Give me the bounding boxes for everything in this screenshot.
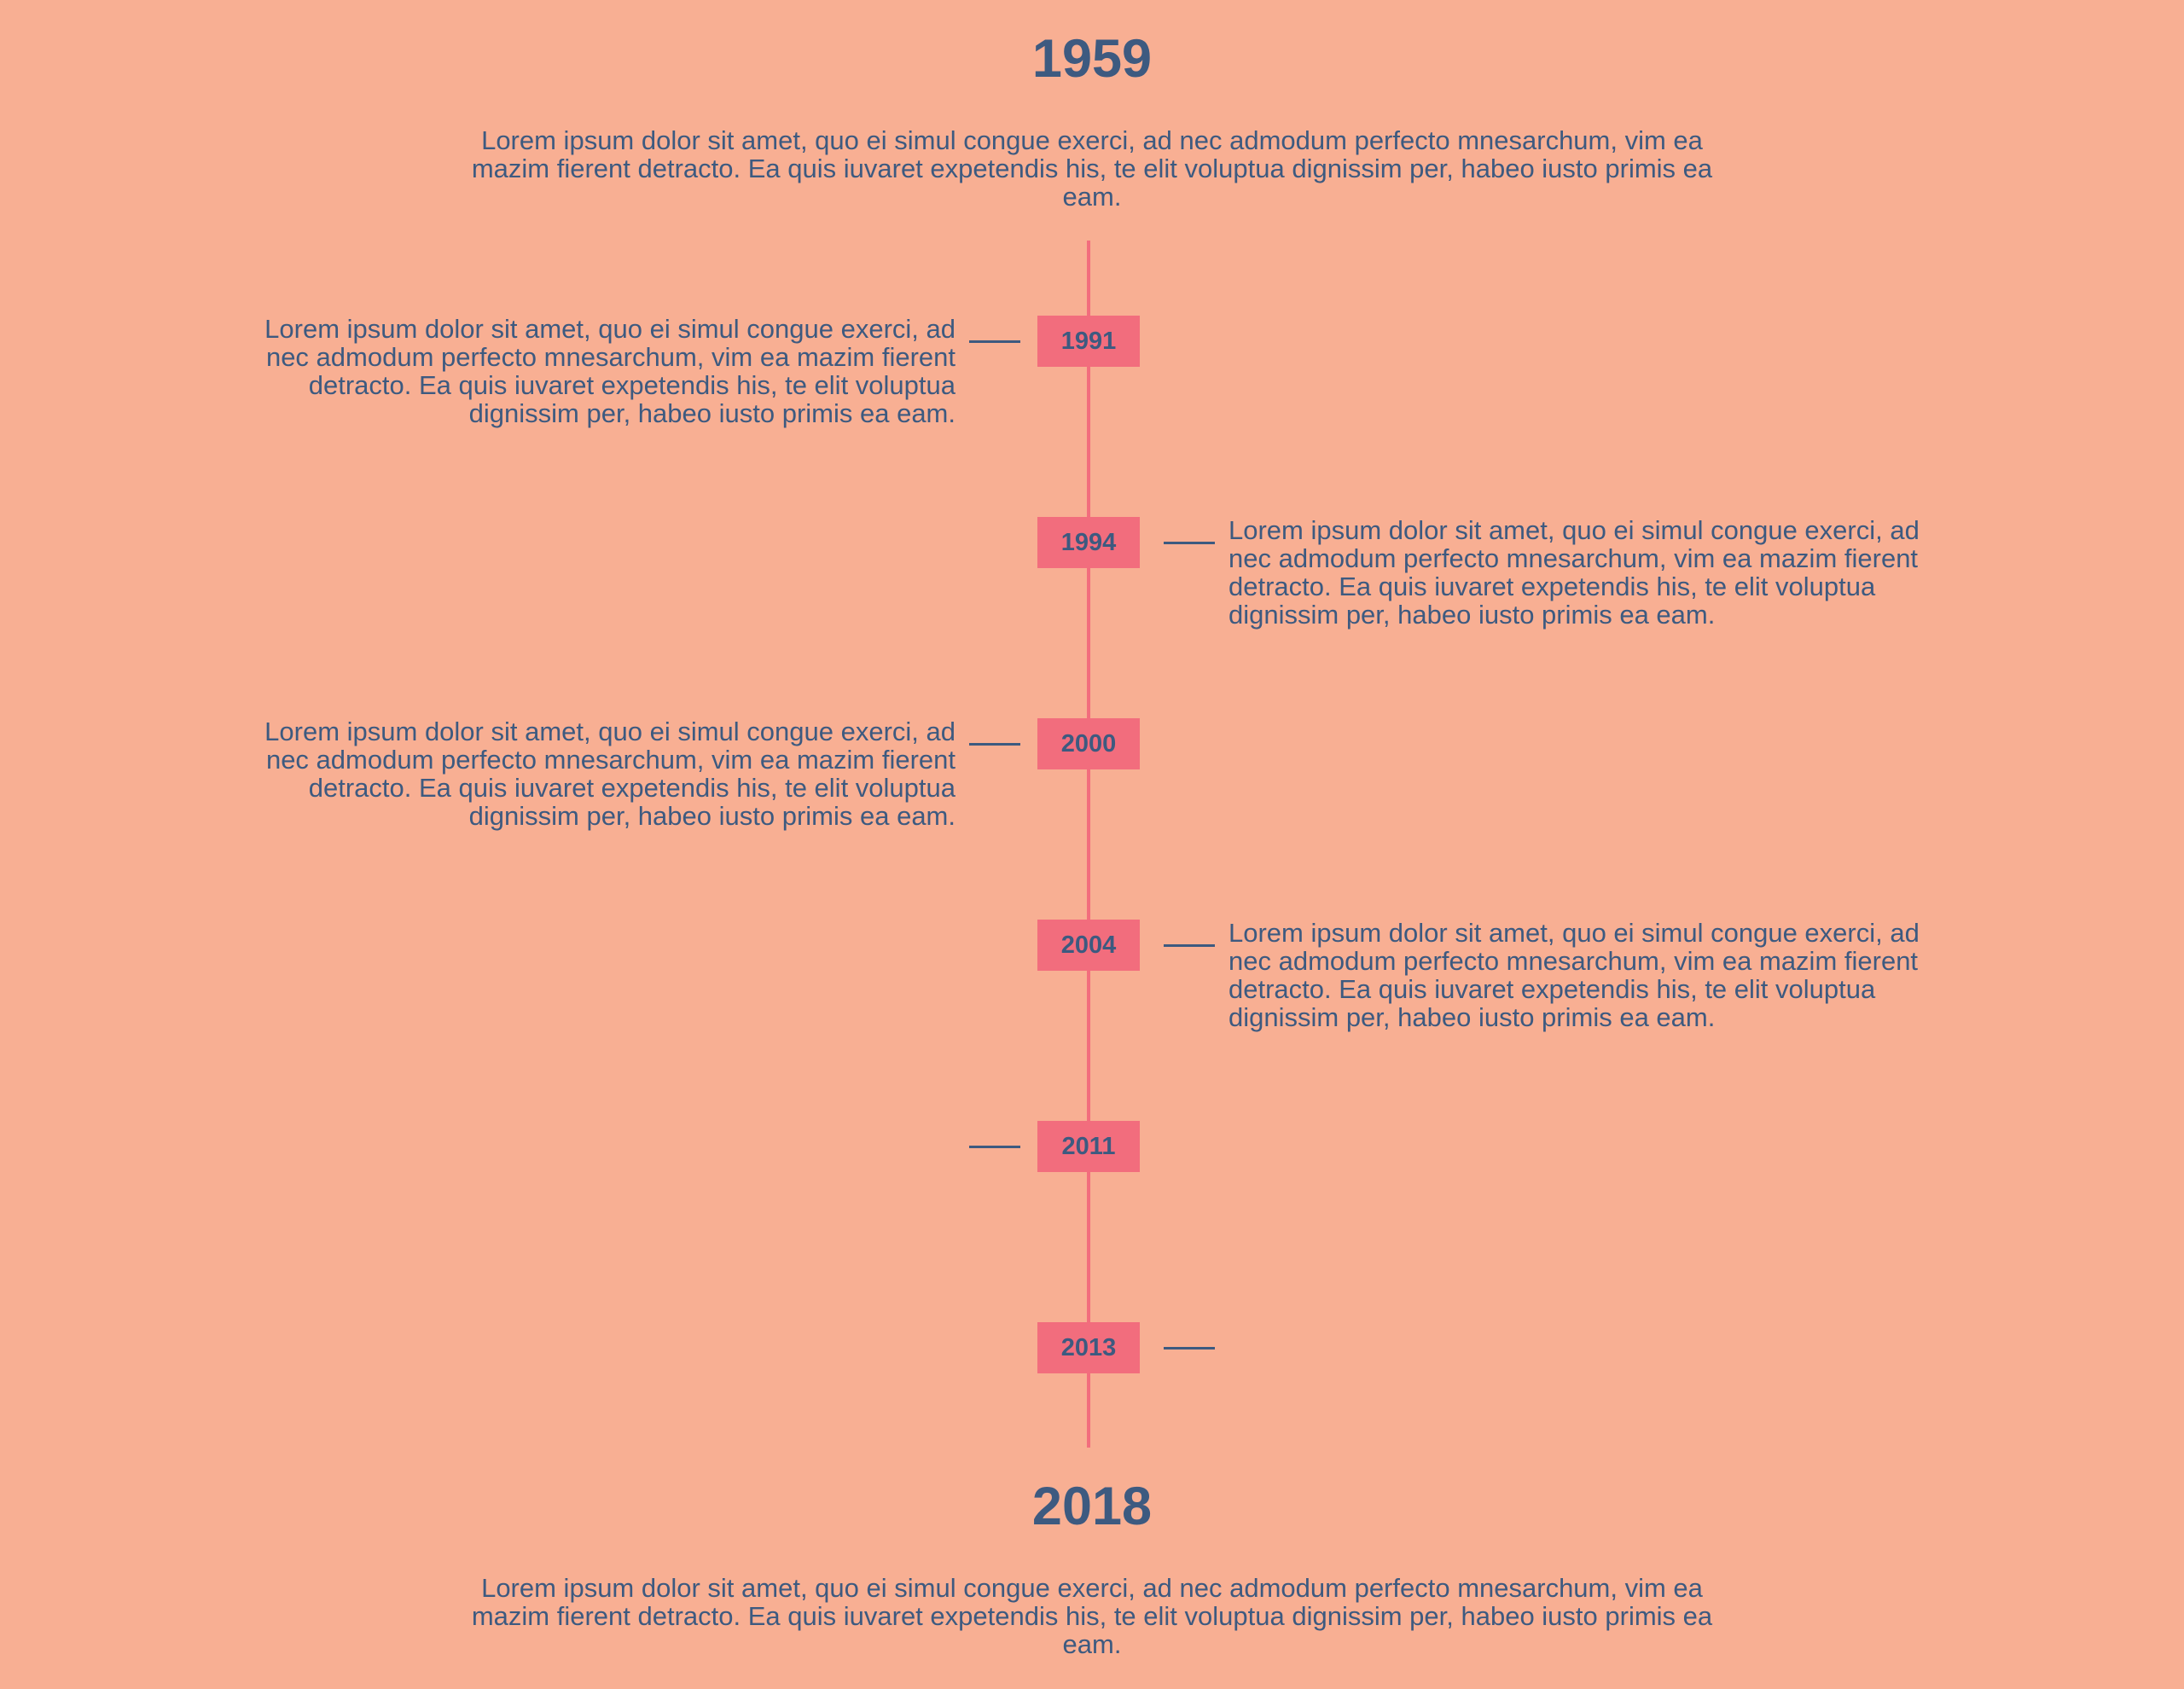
event-description: Lorem ipsum dolor sit amet, quo ei simul… bbox=[264, 717, 956, 831]
timeline-event-1994: 1994 Lorem ipsum dolor sit amet, quo ei … bbox=[0, 516, 2184, 629]
connector-line bbox=[1164, 542, 1215, 544]
timeline-event-1991: 1991 Lorem ipsum dolor sit amet, quo ei … bbox=[0, 315, 2184, 427]
connector-line bbox=[1164, 1347, 1215, 1349]
connector-line bbox=[969, 340, 1020, 343]
start-description: Lorem ipsum dolor sit amet, quo ei simul… bbox=[471, 125, 1713, 212]
year-badge: 2013 bbox=[1037, 1322, 1140, 1373]
event-description: Lorem ipsum dolor sit amet, quo ei simul… bbox=[1228, 515, 1920, 630]
connector-line bbox=[969, 743, 1020, 746]
timeline-event-2011: 2011 bbox=[0, 1121, 2184, 1172]
year-badge: 1991 bbox=[1037, 316, 1140, 367]
connector-line bbox=[969, 1146, 1020, 1148]
year-badge: 2011 bbox=[1037, 1121, 1140, 1172]
timeline-spine bbox=[1087, 241, 1090, 1448]
year-badge: 1994 bbox=[1037, 517, 1140, 568]
timeline-event-2000: 2000 Lorem ipsum dolor sit amet, quo ei … bbox=[0, 717, 2184, 830]
event-description: Lorem ipsum dolor sit amet, quo ei simul… bbox=[264, 314, 956, 428]
connector-line bbox=[1164, 944, 1215, 947]
year-badge: 2004 bbox=[1037, 920, 1140, 971]
timeline-event-2013: 2013 bbox=[0, 1322, 2184, 1373]
year-badge: 2000 bbox=[1037, 718, 1140, 769]
start-year-heading: 1959 bbox=[1031, 29, 1153, 89]
end-year-heading: 2018 bbox=[1031, 1477, 1153, 1536]
event-description: Lorem ipsum dolor sit amet, quo ei simul… bbox=[1228, 918, 1920, 1032]
end-description: Lorem ipsum dolor sit amet, quo ei simul… bbox=[471, 1573, 1713, 1659]
timeline-event-2004: 2004 Lorem ipsum dolor sit amet, quo ei … bbox=[0, 919, 2184, 1031]
